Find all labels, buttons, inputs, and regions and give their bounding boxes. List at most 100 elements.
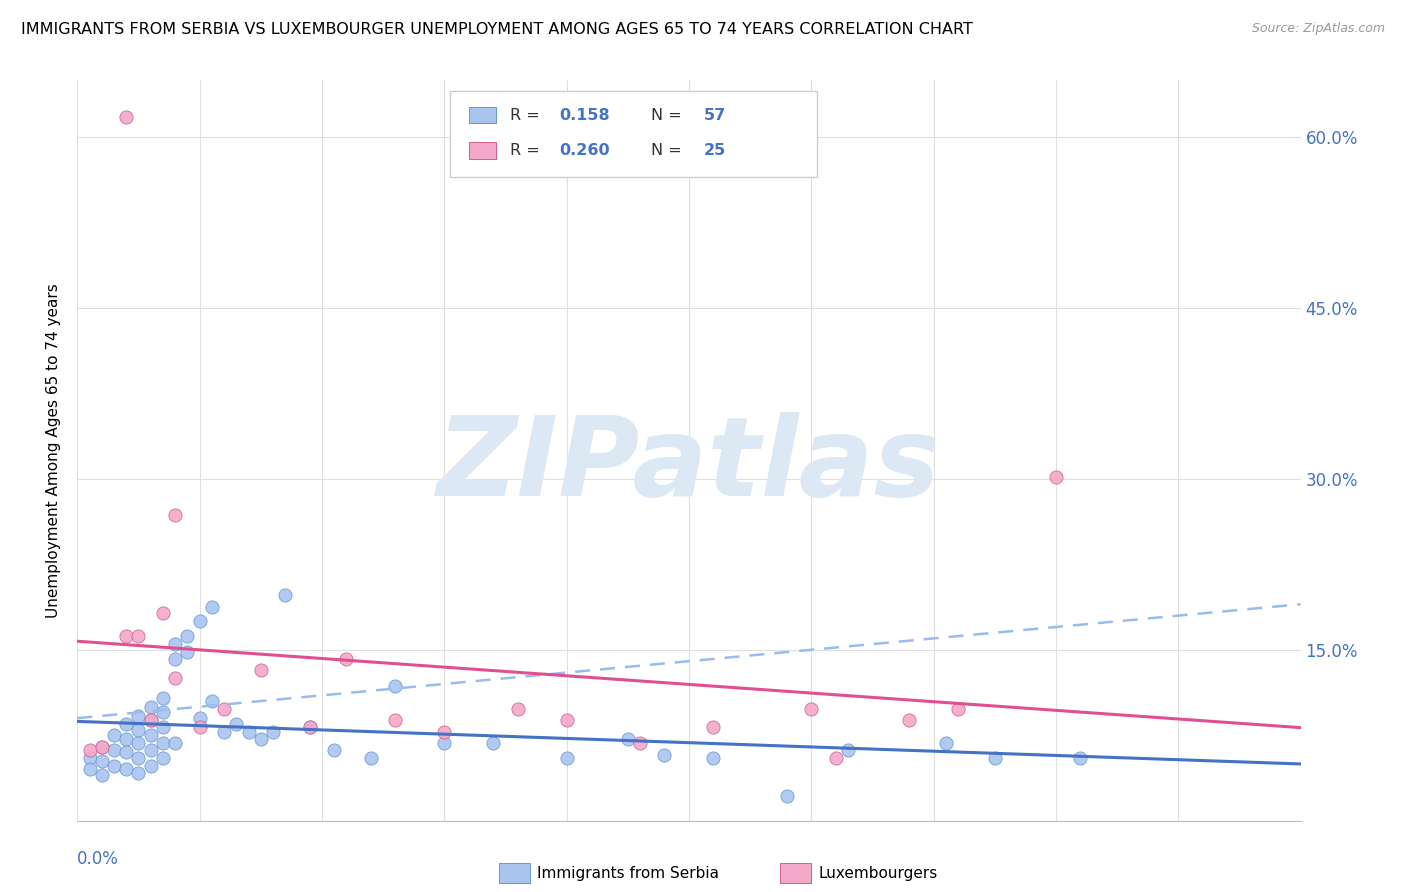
Point bbox=[152, 706, 174, 720]
Point bbox=[628, 736, 651, 750]
Point bbox=[201, 694, 224, 708]
Point bbox=[384, 679, 406, 693]
Point bbox=[176, 645, 198, 659]
Text: 0.158: 0.158 bbox=[560, 108, 610, 122]
Point bbox=[188, 711, 211, 725]
Point bbox=[165, 508, 187, 523]
Point bbox=[128, 765, 150, 780]
Point bbox=[824, 751, 846, 765]
Point bbox=[115, 716, 138, 731]
Point bbox=[79, 743, 101, 757]
Point bbox=[128, 709, 150, 723]
Point bbox=[702, 751, 724, 765]
FancyBboxPatch shape bbox=[450, 91, 817, 177]
Point bbox=[212, 702, 235, 716]
Point bbox=[555, 714, 578, 728]
Text: ZIPatlas: ZIPatlas bbox=[437, 412, 941, 519]
Point bbox=[139, 743, 162, 757]
Point bbox=[250, 663, 273, 677]
Text: IMMIGRANTS FROM SERBIA VS LUXEMBOURGER UNEMPLOYMENT AMONG AGES 65 TO 74 YEARS CO: IMMIGRANTS FROM SERBIA VS LUXEMBOURGER U… bbox=[21, 22, 973, 37]
Point bbox=[90, 755, 112, 769]
Point bbox=[103, 743, 125, 757]
Point bbox=[90, 768, 112, 782]
Point bbox=[298, 720, 321, 734]
Point bbox=[188, 615, 211, 629]
Point bbox=[323, 743, 346, 757]
Y-axis label: Unemployment Among Ages 65 to 74 years: Unemployment Among Ages 65 to 74 years bbox=[46, 283, 62, 618]
Point bbox=[384, 714, 406, 728]
Point bbox=[115, 110, 138, 124]
Point bbox=[115, 763, 138, 777]
Point bbox=[79, 751, 101, 765]
Text: 0.0%: 0.0% bbox=[77, 850, 120, 868]
Point bbox=[103, 759, 125, 773]
Text: N =: N = bbox=[651, 108, 688, 122]
Point bbox=[103, 728, 125, 742]
Point bbox=[139, 728, 162, 742]
Point bbox=[115, 745, 138, 759]
Point bbox=[139, 699, 162, 714]
Point bbox=[238, 724, 260, 739]
Point bbox=[152, 607, 174, 621]
Point bbox=[654, 747, 676, 762]
Point bbox=[139, 714, 162, 728]
Point bbox=[617, 731, 640, 746]
Point bbox=[115, 731, 138, 746]
Point bbox=[506, 702, 529, 716]
Point bbox=[482, 736, 505, 750]
Point bbox=[555, 751, 578, 765]
Text: Immigrants from Serbia: Immigrants from Serbia bbox=[537, 866, 718, 880]
Point bbox=[1069, 751, 1091, 765]
Point bbox=[702, 720, 724, 734]
Point bbox=[128, 629, 150, 643]
Point bbox=[79, 763, 101, 777]
Point bbox=[984, 751, 1007, 765]
Point bbox=[935, 736, 957, 750]
Point bbox=[262, 724, 284, 739]
Point bbox=[152, 736, 174, 750]
Point bbox=[165, 736, 187, 750]
Point bbox=[188, 720, 211, 734]
Point bbox=[128, 723, 150, 737]
Point bbox=[800, 702, 823, 716]
Point bbox=[433, 736, 456, 750]
Point bbox=[90, 739, 112, 754]
Point bbox=[1045, 469, 1067, 483]
Point bbox=[225, 716, 247, 731]
FancyBboxPatch shape bbox=[468, 107, 496, 123]
Point bbox=[898, 714, 921, 728]
FancyBboxPatch shape bbox=[468, 143, 496, 159]
Text: R =: R = bbox=[510, 143, 546, 158]
Point bbox=[139, 714, 162, 728]
Point bbox=[837, 743, 859, 757]
Point bbox=[360, 751, 382, 765]
Point bbox=[152, 751, 174, 765]
Text: 0.260: 0.260 bbox=[560, 143, 610, 158]
Text: 57: 57 bbox=[703, 108, 725, 122]
Point bbox=[165, 637, 187, 651]
Point bbox=[201, 599, 224, 614]
Text: N =: N = bbox=[651, 143, 688, 158]
Point bbox=[165, 671, 187, 685]
Point bbox=[250, 731, 273, 746]
Point bbox=[776, 789, 799, 803]
Point bbox=[335, 652, 357, 666]
Point bbox=[139, 759, 162, 773]
Point bbox=[152, 720, 174, 734]
Point bbox=[165, 652, 187, 666]
Point bbox=[152, 690, 174, 705]
Point bbox=[298, 720, 321, 734]
Text: Source: ZipAtlas.com: Source: ZipAtlas.com bbox=[1251, 22, 1385, 36]
Text: 25: 25 bbox=[703, 143, 725, 158]
Point bbox=[433, 724, 456, 739]
Point bbox=[274, 588, 297, 602]
Point bbox=[946, 702, 969, 716]
Text: R =: R = bbox=[510, 108, 546, 122]
Point bbox=[128, 736, 150, 750]
Point bbox=[128, 751, 150, 765]
Text: Luxembourgers: Luxembourgers bbox=[818, 866, 938, 880]
Point bbox=[212, 724, 235, 739]
Point bbox=[90, 739, 112, 754]
Point bbox=[115, 629, 138, 643]
Point bbox=[176, 629, 198, 643]
